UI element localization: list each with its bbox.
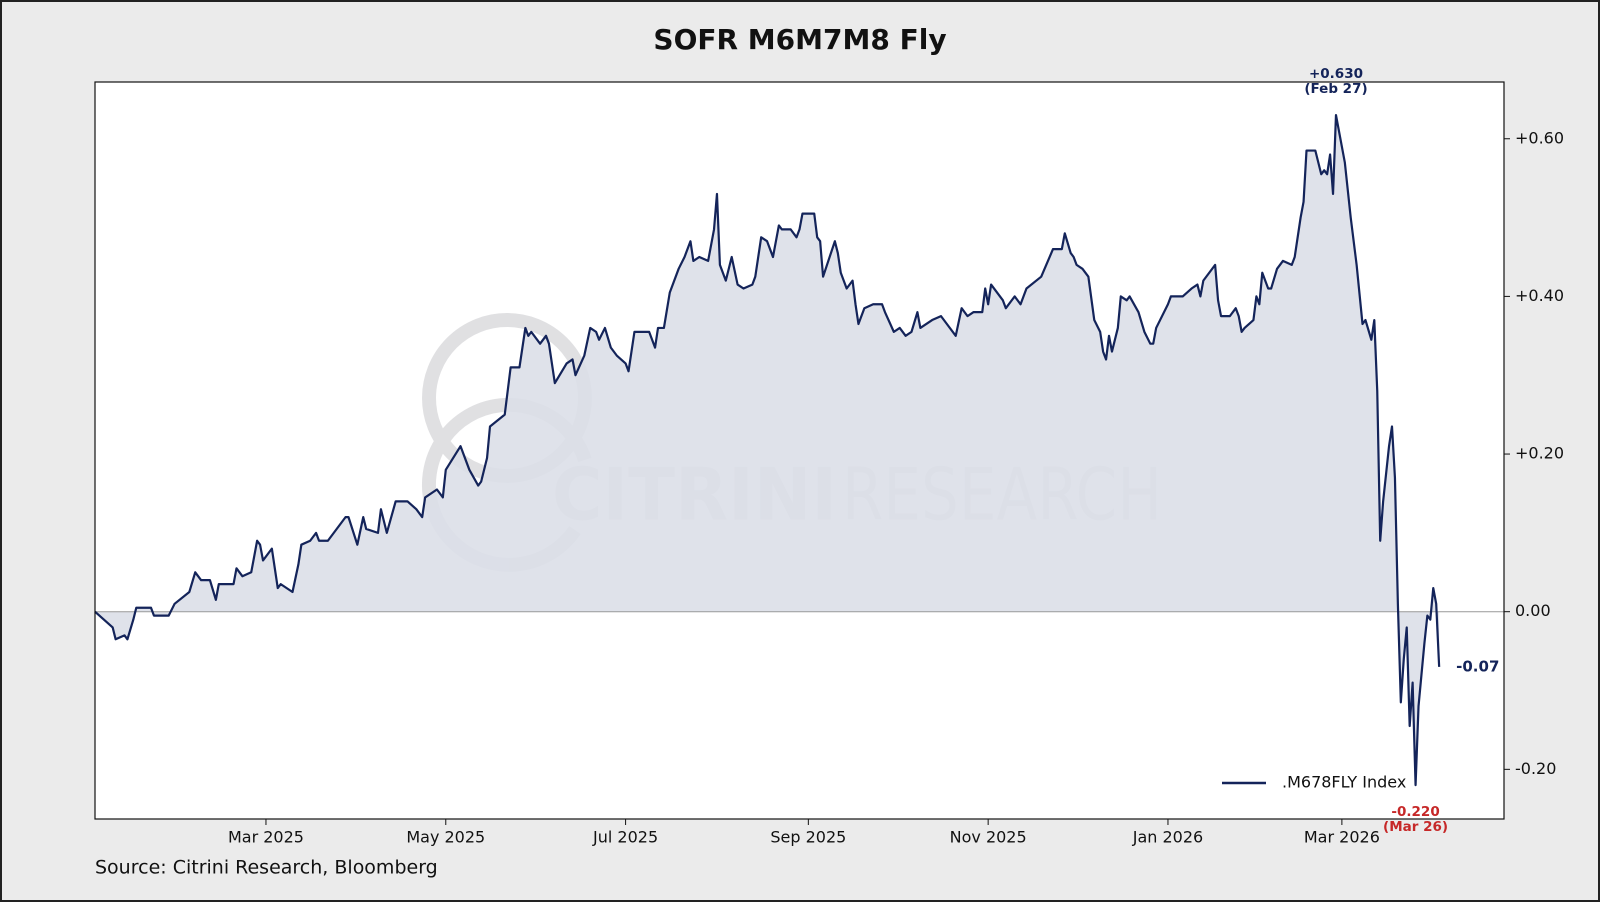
plot-border bbox=[94, 81, 1505, 820]
x-tick-label: Jan 2026 bbox=[1132, 828, 1203, 847]
y-tick-label: +0.40 bbox=[1515, 286, 1564, 305]
value-label: -0.220 bbox=[1391, 804, 1439, 820]
y-tick-label: +0.20 bbox=[1515, 444, 1564, 463]
x-tick-label: May 2025 bbox=[406, 828, 485, 847]
area bbox=[95, 115, 1440, 786]
x-tick-label: Mar 2025 bbox=[228, 828, 304, 847]
date-label: (Mar 26) bbox=[1383, 819, 1448, 835]
legend-label: .M678FLY Index bbox=[1282, 773, 1406, 792]
line bbox=[94, 114, 1441, 787]
y-tick-label: 0.00 bbox=[1515, 601, 1551, 620]
value-label: +0.630 bbox=[1309, 66, 1363, 82]
chart-title: SOFR M6M7M8 Fly bbox=[653, 23, 946, 56]
x-tick-label: Jul 2025 bbox=[592, 828, 658, 847]
x-tick-label: Mar 2026 bbox=[1304, 828, 1380, 847]
date-label: (Feb 27) bbox=[1304, 81, 1367, 97]
x-tick-label: Nov 2025 bbox=[950, 828, 1027, 847]
value-label: -0.07 bbox=[1456, 657, 1499, 675]
y-tick-label: -0.20 bbox=[1515, 759, 1556, 778]
x-tick-label: Sep 2025 bbox=[770, 828, 846, 847]
source: Source: Citrini Research, Bloomberg bbox=[95, 857, 438, 879]
y-tick-label: +0.60 bbox=[1515, 128, 1564, 147]
